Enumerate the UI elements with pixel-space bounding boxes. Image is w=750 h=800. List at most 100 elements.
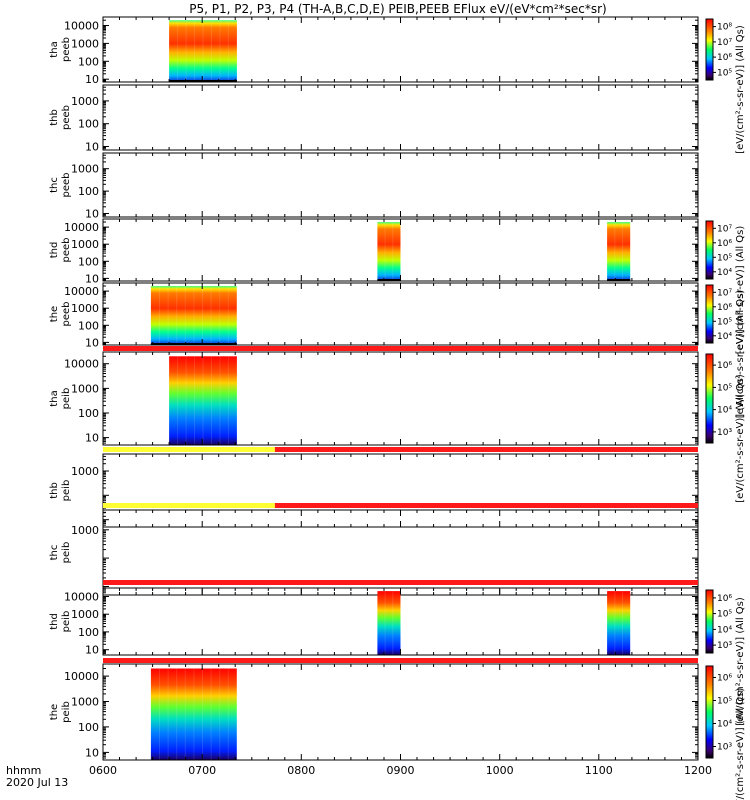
colorbar-tick-label: 10⁴ xyxy=(717,406,732,416)
panel-y-label: thcpeib xyxy=(49,542,72,564)
y-tick-label: 1000 xyxy=(71,524,99,537)
colorbar-tick-label: 10⁵ xyxy=(717,317,732,327)
panel-y-label-line: peeb xyxy=(61,37,72,62)
colorbar xyxy=(705,665,714,759)
quality-flag-segment xyxy=(103,503,275,508)
y-tick-label: 10 xyxy=(85,272,99,285)
colorbar-label: [eV/(cm²-s-sr-eV)] (All Qs) xyxy=(735,290,746,419)
panel-y-label: thbpeib xyxy=(49,480,72,502)
y-tick-label: 100 xyxy=(78,626,99,639)
y-tick-label: 1000 xyxy=(71,465,99,478)
colorbar xyxy=(705,589,714,654)
panel-y-label-line: peib xyxy=(61,542,72,564)
panel-y-label-line: thd xyxy=(49,242,60,259)
colorbar-tick-label: 10⁴ xyxy=(717,625,732,635)
colorbar xyxy=(705,284,714,344)
y-tick-label: 100 xyxy=(78,185,99,198)
quality-flag-segment xyxy=(103,580,698,585)
x-tick-label: 0800 xyxy=(287,764,315,777)
quality-flag-segment xyxy=(103,658,698,663)
panel-y-label-line: peeb xyxy=(61,238,72,263)
spectrogram-block xyxy=(169,356,237,445)
colorbar-tick-label: 10⁶ xyxy=(717,361,732,371)
panel-y-label-line: peeb xyxy=(61,105,72,130)
spacecraft-potential-trace xyxy=(377,279,401,281)
quality-flag-segment xyxy=(274,447,698,452)
x-tick-label: 0700 xyxy=(188,764,216,777)
panel-frame xyxy=(102,453,699,528)
y-tick-label: 100 xyxy=(78,319,99,332)
panel-thb-peib: 1000 thbpeib xyxy=(49,447,699,528)
panel-y-label: thapeeb xyxy=(49,37,72,62)
y-tick-label: 100 xyxy=(78,407,99,420)
colorbar-tick-label: 10⁷ xyxy=(717,288,732,298)
y-tick-label: 1000 xyxy=(71,163,99,176)
colorbar-tick-label: 10⁵ xyxy=(717,253,732,263)
x-tick-label: 0900 xyxy=(387,764,415,777)
x-axis-date-label: 2020 Jul 13 xyxy=(6,776,68,789)
quality-flag-segment xyxy=(103,447,275,452)
colorbar xyxy=(705,220,714,280)
colorbar-label: [eV/(cm²-s-sr-eV)] (All Qs) xyxy=(735,25,746,154)
y-tick-label: 10 xyxy=(85,141,99,154)
spectrogram-block xyxy=(150,286,237,345)
x-tick-label: 1000 xyxy=(486,764,514,777)
panel-y-label: thdpeeb xyxy=(49,238,72,263)
colorbar-tick-label: 10⁵ xyxy=(717,68,732,78)
panel-y-label: thbpeeb xyxy=(49,105,72,130)
y-tick-label: 1000 xyxy=(71,37,99,50)
quality-flag-segment xyxy=(274,503,698,508)
panel-y-label-line: peib xyxy=(61,388,72,410)
colorbar-tick-label: 10⁶ xyxy=(717,239,732,249)
spectrogram-block xyxy=(377,591,401,655)
panel-y-label-line: peib xyxy=(61,480,72,502)
colorbar-label: [eV/(cm²-s-sr-eV)] (All Qs) xyxy=(735,374,746,503)
colorbar-tick-label: 10⁶ xyxy=(717,303,732,313)
colorbar-tick-label: 10⁴ xyxy=(717,720,732,730)
y-tick-label: 1000 xyxy=(71,696,99,709)
y-tick-label: 10 xyxy=(85,336,99,349)
colorbar-tick-label: 10⁵ xyxy=(717,383,732,393)
y-tick-label: 1000 xyxy=(71,302,99,315)
y-tick-label: 10 xyxy=(85,208,99,221)
panel-y-label: thapeib xyxy=(49,388,72,410)
panel-y-label: thcpeeb xyxy=(49,173,72,198)
panel-y-label-line: thc xyxy=(49,545,60,561)
panel-y-label: thdpeib xyxy=(49,611,72,633)
y-tick-label: 10 xyxy=(85,746,99,759)
spacecraft-potential-trace xyxy=(169,80,237,82)
spectrogram-block xyxy=(607,222,631,281)
colorbar-tick-label: 10³ xyxy=(717,743,732,753)
colorbar-tick-label: 10³ xyxy=(717,428,732,438)
colorbar-tick-label: 10⁷ xyxy=(717,224,732,234)
y-tick-label: 10000 xyxy=(64,221,99,234)
spectrogram-block xyxy=(169,20,237,82)
colorbar-tick-label: 10⁵ xyxy=(717,697,732,707)
colorbar xyxy=(705,353,714,444)
panel-tha-peib: 10100100010000thapeib10³10⁴10⁵10⁶[eV/(cm… xyxy=(49,346,746,503)
colorbar-tick-label: 10⁶ xyxy=(717,53,732,63)
colorbar-tick-label: 10⁶ xyxy=(717,674,732,684)
y-tick-label: 10 xyxy=(85,432,99,445)
colorbar-tick-label: 10⁵ xyxy=(717,610,732,620)
panel-the-peib: 10 100 1000 10000 thepeib 10³ 10⁴ 10⁵ 10⁶[eV/(cm… xyxy=(49,658,746,800)
x-axis-time-label: hhmm xyxy=(6,764,41,777)
y-tick-label: 100 xyxy=(78,118,99,131)
panel-y-label-line: thd xyxy=(49,613,60,630)
panel-the-peeb: 10 100 1000 10000 thepeeb 10⁴ 10⁵ 10⁶ 10⁷ [eV/(cm… xyxy=(49,282,746,419)
x-tick-label: 1100 xyxy=(585,764,613,777)
colorbar-label: [eV/(cm²-s-sr-eV)] (All Qs) xyxy=(735,688,746,800)
y-tick-label: 10 xyxy=(85,644,99,657)
colorbar-tick-label: 10⁴ xyxy=(717,268,732,278)
colorbar xyxy=(705,18,714,81)
panel-y-label: thepeeb xyxy=(49,302,72,327)
y-tick-label: 100 xyxy=(78,721,99,734)
spacecraft-potential-trace xyxy=(150,343,237,345)
panel-frame xyxy=(102,152,699,218)
